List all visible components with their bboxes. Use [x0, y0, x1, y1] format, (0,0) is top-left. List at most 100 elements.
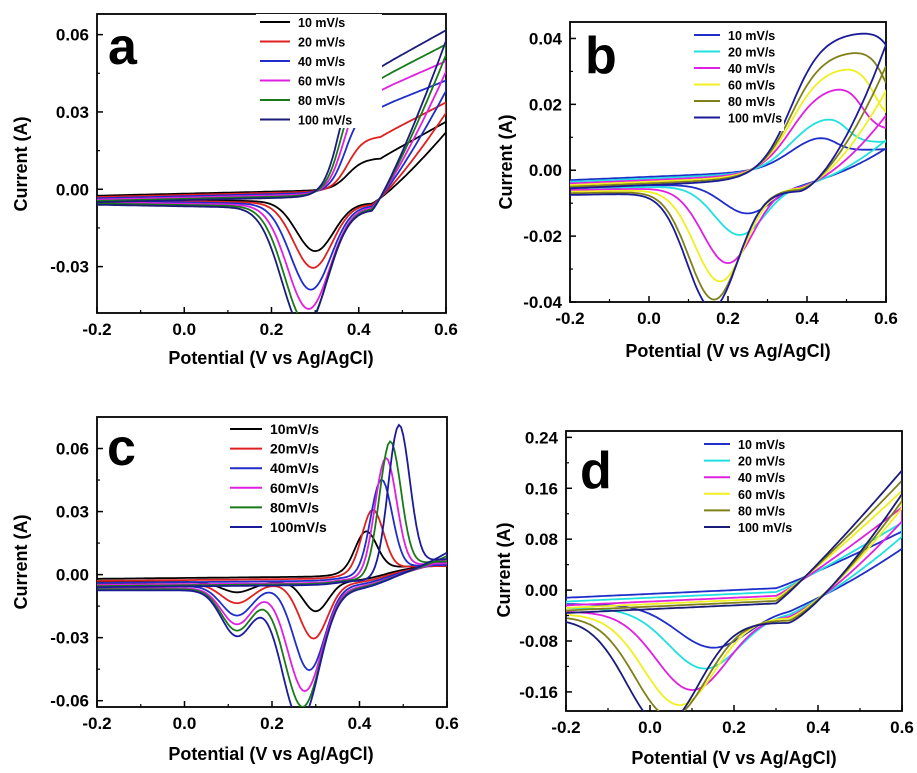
legend-label: 60mV/s: [270, 480, 319, 496]
panel-b-letter: b: [585, 27, 617, 85]
legend-label: 80 mV/s: [298, 94, 345, 108]
panel-b-ticks: -0.2 0.0 0.2 0.4 0.6 -0.04 -0.02 0.00 0.02 0.04: [523, 29, 898, 328]
panel-b-xlabel: Potential (V vs Ag/AgCl): [625, 341, 830, 361]
series-line: [97, 530, 447, 613]
x-tick-label: 0.4: [347, 320, 371, 339]
y-tick-label: 0.00: [56, 180, 89, 199]
x-tick-label: 0.4: [348, 714, 372, 733]
y-tick-label: 0.00: [56, 566, 89, 585]
panel-d-ticks: -0.2 0.0 0.2 0.4 0.6 -0.16 -0.08 0.00 0.08 0.16 0.…: [519, 428, 914, 737]
panel-a-xlabel: Potential (V vs Ag/AgCl): [168, 348, 373, 368]
legend-label: 20 mV/s: [738, 455, 785, 469]
series-line: [97, 101, 446, 269]
x-tick-label: 0.6: [434, 320, 458, 339]
series-line: [566, 469, 902, 711]
panel-c: -0.2 0.0 0.2 0.4 0.6 -0.06 -0.03 0.00 0.03 0.06 c…: [11, 416, 459, 764]
x-tick-label: 0.4: [806, 718, 830, 737]
series-line: [570, 118, 886, 236]
series-line: [97, 423, 447, 707]
panel-c-xlabel: Potential (V vs Ag/AgCl): [168, 744, 373, 764]
legend-label: 100 mV/s: [298, 114, 352, 128]
legend-label: 80mV/s: [270, 499, 319, 515]
legend-box: [700, 437, 792, 537]
series-line: [570, 68, 886, 283]
panel-d-letter: d: [580, 442, 612, 500]
panel-a-curves: [97, 29, 446, 313]
x-tick-label: 0.2: [260, 320, 284, 339]
legend-label: 10 mV/s: [298, 16, 345, 30]
panel-d-curves: [566, 469, 902, 711]
y-tick-label: -0.03: [50, 258, 89, 277]
legend-label: 40 mV/s: [728, 62, 775, 76]
legend-label: 40mV/s: [270, 460, 319, 476]
y-tick-label: -0.04: [523, 293, 562, 312]
x-tick-label: 0.2: [722, 718, 746, 737]
x-tick-label: 0.0: [638, 718, 662, 737]
series-line: [566, 489, 902, 707]
legend-label: 60 mV/s: [298, 75, 345, 89]
y-tick-label: 0.06: [56, 26, 89, 45]
series-line: [97, 508, 447, 640]
x-tick-label: -0.2: [555, 309, 584, 328]
legend-box: [690, 27, 784, 131]
x-tick-label: 0.6: [874, 309, 898, 328]
x-tick-label: 0.6: [435, 714, 459, 733]
legend-label: 20 mV/s: [298, 36, 345, 50]
legend-label: 60 mV/s: [738, 488, 785, 502]
series-line: [97, 120, 446, 253]
panel-c-ticks: -0.2 0.0 0.2 0.4 0.6 -0.06 -0.03 0.00 0.03 0.06: [50, 440, 459, 733]
series-line: [566, 530, 902, 649]
legend-label: 100 mV/s: [728, 112, 782, 126]
series-line: [566, 506, 902, 691]
panel-c-ylabel: Current (A): [11, 515, 31, 610]
panel-a-ylabel: Current (A): [11, 117, 31, 212]
series-line: [97, 478, 447, 672]
legend-label: 10 mV/s: [738, 438, 785, 452]
y-tick-label: 0.00: [525, 581, 558, 600]
y-tick-label: 0.00: [529, 161, 562, 180]
panel-d-xlabel: Potential (V vs Ag/AgCl): [631, 748, 836, 768]
panel-d: -0.2 0.0 0.2 0.4 0.6 -0.16 -0.08 0.00 0.08 0.16 0.…: [494, 428, 914, 768]
panel-b: -0.2 0.0 0.2 0.4 0.6 -0.04 -0.02 0.00 0.02 0.04 b…: [496, 21, 898, 361]
panel-d-ylabel: Current (A): [494, 523, 514, 618]
y-tick-label: 0.04: [529, 29, 563, 48]
panel-b-curves: [570, 32, 886, 302]
legend-items: 10mV/s 20mV/s 40mV/s 60mV/s 80mV/s 100mV/s: [230, 421, 327, 535]
x-tick-label: -0.2: [82, 320, 111, 339]
panel-a: -0.2 0.0 0.2 0.4 0.6 -0.03 0.00 0.03 0.06 a Pote…: [11, 13, 458, 368]
series-line: [97, 440, 447, 707]
panel-b-legend: 10 mV/s 20 mV/s 40 mV/s 60 mV/s 80 mV/s 100 m…: [690, 27, 784, 131]
legend-label: 10 mV/s: [728, 29, 775, 43]
y-tick-label: 0.16: [525, 479, 558, 498]
legend-label: 40 mV/s: [738, 471, 785, 485]
legend-label: 100mV/s: [270, 519, 327, 535]
legend-label: 10mV/s: [270, 421, 319, 437]
legend-label: 60 mV/s: [728, 79, 775, 93]
x-tick-label: -0.2: [82, 714, 111, 733]
y-tick-label: -0.06: [50, 692, 89, 711]
legend-label: 80 mV/s: [738, 504, 785, 518]
x-tick-label: 0.0: [637, 309, 661, 328]
y-tick-label: 0.02: [529, 95, 562, 114]
legend-label: 20 mV/s: [728, 46, 775, 60]
y-tick-label: -0.16: [519, 683, 558, 702]
legend-label: 80 mV/s: [728, 95, 775, 109]
y-tick-label: -0.03: [50, 629, 89, 648]
panel-a-ticks: -0.2 0.0 0.2 0.4 0.6 -0.03 0.00 0.03 0.06: [50, 26, 458, 339]
series-line: [566, 521, 902, 670]
legend-items: 10 mV/s 20 mV/s 40 mV/s 60 mV/s 80 mV/s 100 m…: [704, 438, 792, 535]
x-tick-label: 0.6: [890, 718, 914, 737]
series-line: [97, 43, 446, 313]
legend-label: 40 mV/s: [298, 55, 345, 69]
x-tick-label: 0.2: [260, 714, 284, 733]
panel-a-legend: 10 mV/s 20 mV/s 40 mV/s 60 mV/s 80 mV/s 100 m…: [256, 14, 382, 128]
legend-label: 20mV/s: [270, 441, 319, 457]
series-line: [566, 479, 902, 711]
y-tick-label: -0.02: [523, 227, 562, 246]
series-line: [97, 79, 446, 291]
x-tick-label: 0.0: [173, 714, 197, 733]
series-line: [570, 32, 886, 302]
series-line: [97, 29, 446, 313]
panel-c-legend: 10mV/s 20mV/s 40mV/s 60mV/s 80mV/s 100mV/s: [225, 420, 355, 538]
